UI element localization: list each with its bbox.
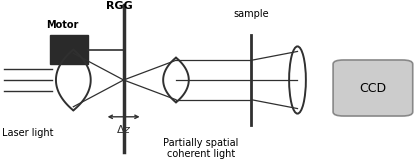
Text: CCD: CCD	[360, 81, 386, 95]
Text: Laser light: Laser light	[2, 128, 54, 138]
Text: RGG: RGG	[106, 1, 133, 11]
Text: sample: sample	[233, 9, 269, 19]
Text: $\Delta z$: $\Delta z$	[116, 123, 132, 135]
Text: Partially spatial
coherent light: Partially spatial coherent light	[163, 138, 239, 159]
FancyBboxPatch shape	[333, 60, 413, 116]
Text: Motor: Motor	[46, 20, 78, 30]
FancyBboxPatch shape	[50, 35, 88, 64]
